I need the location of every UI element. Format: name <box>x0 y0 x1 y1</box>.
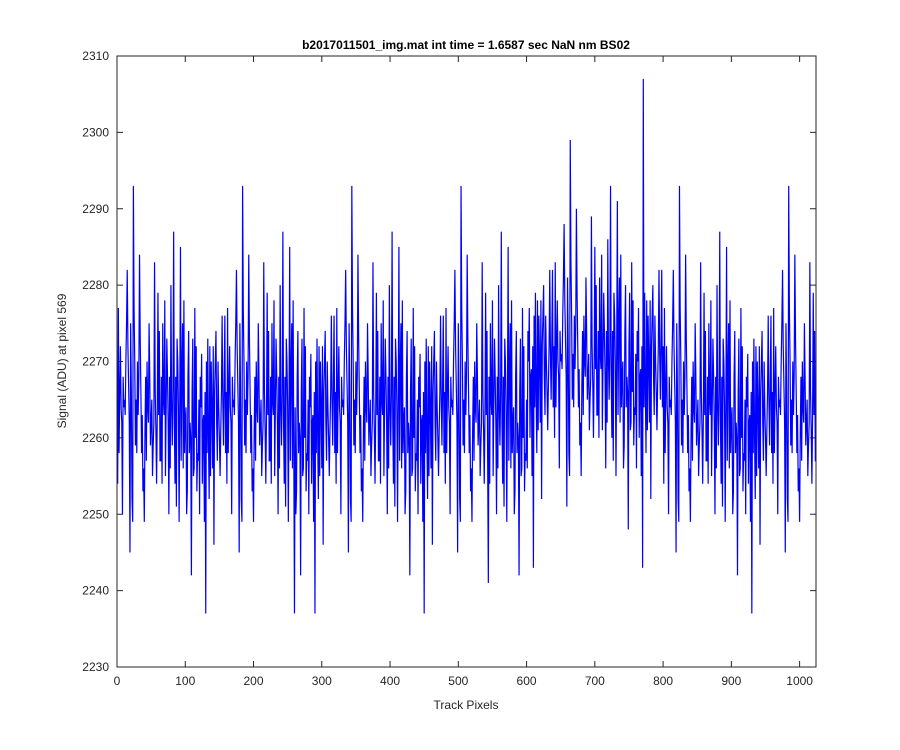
x-tick-label: 500 <box>448 674 468 688</box>
data-series-line <box>117 78 816 614</box>
x-tick-label: 0 <box>114 674 121 688</box>
plot-frame <box>116 55 817 668</box>
y-tick-label: 2250 <box>82 507 109 521</box>
y-tick-label: 2240 <box>82 584 109 598</box>
y-tick-label: 2260 <box>82 431 109 445</box>
x-tick-label: 300 <box>312 674 332 688</box>
x-tick-label: 700 <box>585 674 605 688</box>
y-tick-label: 2230 <box>82 660 109 674</box>
x-tick-label: 400 <box>380 674 400 688</box>
chart-title: b2017011501_img.mat int time = 1.6587 se… <box>302 38 630 52</box>
x-tick-label: 100 <box>175 674 195 688</box>
y-tick-label: 2290 <box>82 202 109 216</box>
x-tick-label: 800 <box>653 674 673 688</box>
x-tick-label: 600 <box>517 674 537 688</box>
x-tick-label: 200 <box>244 674 264 688</box>
x-tick-label: 1000 <box>786 674 813 688</box>
y-axis-label: Signal (ADU) at pixel 569 <box>55 293 69 428</box>
x-tick-label: 900 <box>721 674 741 688</box>
x-axis-label: Track Pixels <box>434 698 499 712</box>
y-axis-ticks: 2230 2240 2250 2260 2270 2280 2290 2300 2310 <box>82 49 816 674</box>
y-tick-label: 2310 <box>82 49 109 63</box>
x-axis-ticks: 0 100 200 300 400 500 600 700 800 900 1000 <box>114 56 813 688</box>
y-tick-label: 2270 <box>82 355 109 369</box>
y-tick-label: 2300 <box>82 125 109 139</box>
y-tick-label: 2280 <box>82 278 109 292</box>
